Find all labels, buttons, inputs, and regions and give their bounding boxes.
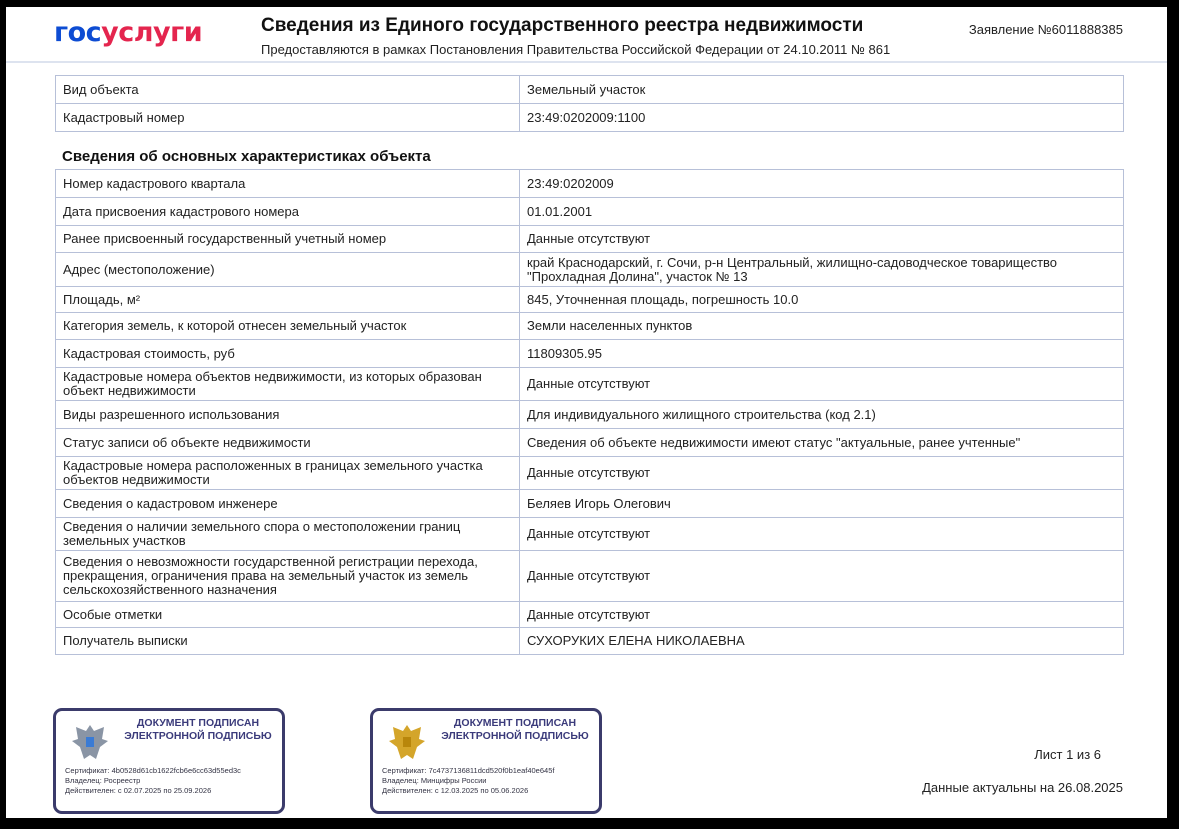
row-label: Кадастровый номер — [55, 103, 520, 132]
table-row: Получатель выписки СУХОРУКИХ ЕЛЕНА НИКОЛА… — [55, 627, 1124, 655]
row-label: Особые отметки — [55, 601, 520, 628]
row-value: СУХОРУКИХ ЕЛЕНА НИКОЛАЕВНА — [519, 627, 1124, 655]
row-label: Кадастровые номера расположенных в грани… — [55, 456, 520, 490]
section-title: Сведения об основных характеристиках объ… — [62, 148, 431, 165]
header-divider — [6, 61, 1167, 63]
row-value: Данные отсутствуют — [519, 225, 1124, 253]
row-value: 23:49:0202009 — [519, 169, 1124, 198]
table-row: Сведения о наличии земельного спора о ме… — [55, 517, 1124, 551]
stamp-valid: Действителен: с 12.03.2025 по 05.06.2026 — [382, 786, 529, 795]
row-value: Данные отсутствуют — [519, 517, 1124, 551]
row-value: 11809305.95 — [519, 339, 1124, 368]
rosreestr-emblem-icon — [72, 725, 108, 759]
row-value: Данные отсутствуют — [519, 367, 1124, 401]
row-value: 23:49:0202009:1100 — [519, 103, 1124, 132]
row-label: Виды разрешенного использования — [55, 400, 520, 429]
row-value: Для индивидуального жилищного строительс… — [519, 400, 1124, 429]
sheet-number: Лист 1 из 6 — [1034, 747, 1101, 762]
table-row: Кадастровые номера объектов недвижимости… — [55, 367, 1124, 401]
table-row: Площадь, м² 845, Уточненная площадь, погр… — [55, 286, 1124, 313]
row-label: Площадь, м² — [55, 286, 520, 313]
table-row: Статус записи об объекте недвижимости Све… — [55, 428, 1124, 457]
row-value: Сведения об объекте недвижимости имеют с… — [519, 428, 1124, 457]
characteristics-table: Номер кадастрового квартала 23:49:0202009… — [55, 169, 1124, 655]
row-value: Земли населенных пунктов — [519, 312, 1124, 340]
row-value: 01.01.2001 — [519, 197, 1124, 226]
row-label: Сведения о наличии земельного спора о ме… — [55, 517, 520, 551]
table-row: Адрес (местоположение) край Краснодарский… — [55, 252, 1124, 287]
actual-date: Данные актуальны на 26.08.2025 — [922, 780, 1123, 795]
table-row: Категория земель, к которой отнесен земе… — [55, 312, 1124, 340]
row-value: Беляев Игорь Олегович — [519, 489, 1124, 518]
signature-stamp: ДОКУМЕНТ ПОДПИСАН ЭЛЕКТРОННОЙ ПОДПИСЬЮ С… — [370, 708, 602, 814]
row-value: Данные отсутствуют — [519, 601, 1124, 628]
row-value: Данные отсутствуют — [519, 456, 1124, 490]
signature-stamp: ДОКУМЕНТ ПОДПИСАН ЭЛЕКТРОННОЙ ПОДПИСЬЮ С… — [53, 708, 285, 814]
table-row: Сведения о невозможности государственной… — [55, 550, 1124, 602]
stamp-title: ДОКУМЕНТ ПОДПИСАН ЭЛЕКТРОННОЙ ПОДПИСЬЮ — [124, 717, 272, 742]
row-label: Сведения о кадастровом инженере — [55, 489, 520, 518]
russia-coat-of-arms-icon — [389, 725, 425, 759]
row-label: Сведения о невозможности государственной… — [55, 550, 520, 602]
stamp-certificate: Сертификат: 4b0528d61cb1622fcb6e6cc63d55… — [65, 766, 241, 775]
stamp-title: ДОКУМЕНТ ПОДПИСАН ЭЛЕКТРОННОЙ ПОДПИСЬЮ — [441, 717, 589, 742]
table-row: Виды разрешенного использования Для индив… — [55, 400, 1124, 429]
row-label: Вид объекта — [55, 75, 520, 104]
application-number: Заявление №6011888385 — [968, 22, 1123, 37]
stamp-valid: Действителен: с 02.07.2025 по 25.09.2026 — [65, 786, 212, 795]
table-row: Вид объекта Земельный участок — [55, 75, 1124, 104]
stamp-owner: Владелец: Росреестр — [65, 776, 141, 785]
logo-part1: гос — [54, 17, 102, 48]
row-label: Адрес (местоположение) — [55, 252, 520, 287]
document-page: госуслуги Сведения из Единого государств… — [6, 7, 1167, 818]
row-label: Статус записи об объекте недвижимости — [55, 428, 520, 457]
row-value: Земельный участок — [519, 75, 1124, 104]
table-row: Кадастровые номера расположенных в грани… — [55, 456, 1124, 490]
table-row: Сведения о кадастровом инженере Беляев Иг… — [55, 489, 1124, 518]
row-label: Категория земель, к которой отнесен земе… — [55, 312, 520, 340]
document-subtitle: Предоставляются в рамках Постановления П… — [261, 42, 891, 57]
table-row: Ранее присвоенный государственный учетны… — [55, 225, 1124, 253]
row-value: Данные отсутствуют — [519, 550, 1124, 602]
table-row: Номер кадастрового квартала 23:49:0202009 — [55, 169, 1124, 198]
stamp-certificate: Сертификат: 7c4737136811dcd520f0b1eaf40e… — [382, 766, 555, 775]
row-label: Кадастровые номера объектов недвижимости… — [55, 367, 520, 401]
row-label: Ранее присвоенный государственный учетны… — [55, 225, 520, 253]
stamp-owner: Владелец: Минцифры России — [382, 776, 487, 785]
table-row: Дата присвоения кадастрового номера 01.01… — [55, 197, 1124, 226]
row-value: край Краснодарский, г. Сочи, р-н Централ… — [519, 252, 1124, 287]
object-table: Вид объекта Земельный участок Кадастровый … — [55, 75, 1124, 132]
row-value: 845, Уточненная площадь, погрешность 10.… — [519, 286, 1124, 313]
row-label: Получатель выписки — [55, 627, 520, 655]
gosuslugi-logo: госуслуги — [54, 17, 203, 48]
table-row: Особые отметки Данные отсутствуют — [55, 601, 1124, 628]
row-label: Кадастровая стоимость, руб — [55, 339, 520, 368]
row-label: Дата присвоения кадастрового номера — [55, 197, 520, 226]
document-title: Сведения из Единого государственного рее… — [261, 15, 864, 36]
table-row: Кадастровый номер 23:49:0202009:1100 — [55, 103, 1124, 132]
logo-part2: услуги — [101, 17, 203, 48]
row-label: Номер кадастрового квартала — [55, 169, 520, 198]
table-row: Кадастровая стоимость, руб 11809305.95 — [55, 339, 1124, 368]
